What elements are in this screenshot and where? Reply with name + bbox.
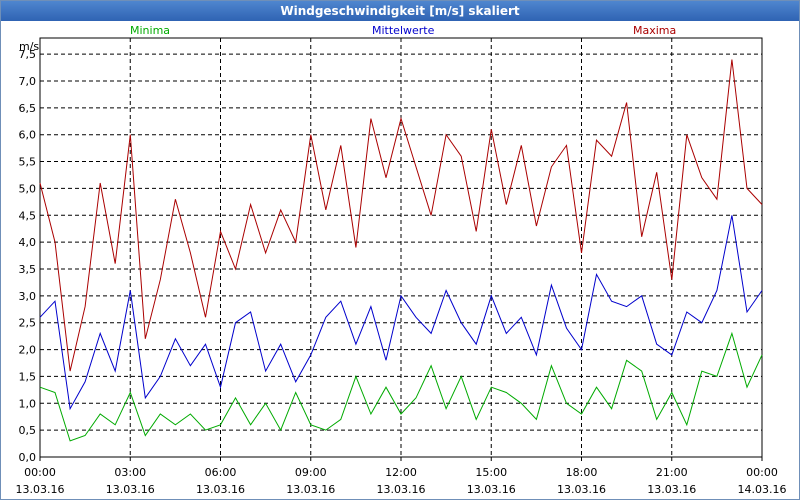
y-axis-unit: m/s xyxy=(19,40,40,53)
x-tick-date: 14.03.16 xyxy=(738,483,787,496)
x-tick-date: 13.03.16 xyxy=(557,483,606,496)
y-tick-label: 7,0 xyxy=(19,75,37,88)
x-tick-time: 09:00 xyxy=(295,466,327,479)
legend-maxima: Maxima xyxy=(633,24,677,37)
x-tick-time: 21:00 xyxy=(656,466,688,479)
y-tick-label: 4,0 xyxy=(19,236,37,249)
legend-minima: Minima xyxy=(130,24,171,37)
x-tick-date: 13.03.16 xyxy=(377,483,426,496)
legend-mittelwerte: Mittelwerte xyxy=(372,24,435,37)
series-line-minima xyxy=(39,331,763,442)
y-tick-label: 1,5 xyxy=(19,370,37,383)
y-tick-label: 7,5 xyxy=(19,48,37,61)
series-line-mittelwerte xyxy=(39,215,763,411)
x-tick-date: 13.03.16 xyxy=(16,483,65,496)
x-tick-date: 13.03.16 xyxy=(196,483,245,496)
x-tick-time: 15:00 xyxy=(475,466,507,479)
x-tick-time: 18:00 xyxy=(566,466,598,479)
y-tick-label: 1,0 xyxy=(19,397,37,410)
x-tick-time: 06:00 xyxy=(205,466,237,479)
y-tick-label: 3,0 xyxy=(19,290,37,303)
x-tick-time: 03:00 xyxy=(114,466,146,479)
x-tick-date: 13.03.16 xyxy=(647,483,696,496)
y-tick-label: 3,5 xyxy=(19,263,37,276)
x-tick-date: 13.03.16 xyxy=(106,483,155,496)
x-tick-date: 13.03.16 xyxy=(286,483,335,496)
y-tick-label: 5,5 xyxy=(19,156,37,169)
y-tick-label: 0,0 xyxy=(19,451,37,464)
y-tick-label: 4,5 xyxy=(19,209,37,222)
x-tick-time: 00:00 xyxy=(24,466,56,479)
x-tick-time: 00:00 xyxy=(746,466,778,479)
y-tick-label: 6,5 xyxy=(19,102,37,115)
x-tick-time: 12:00 xyxy=(385,466,417,479)
y-tick-label: 2,5 xyxy=(19,317,37,330)
y-tick-label: 2,0 xyxy=(19,344,37,357)
series-line-maxima xyxy=(39,59,763,372)
y-tick-label: 5,0 xyxy=(19,182,37,195)
window-title: Windgeschwindigkeit [m/s] skaliert xyxy=(1,1,799,21)
y-tick-label: 6,0 xyxy=(19,129,37,142)
y-tick-label: 0,5 xyxy=(19,424,37,437)
x-tick-date: 13.03.16 xyxy=(467,483,516,496)
